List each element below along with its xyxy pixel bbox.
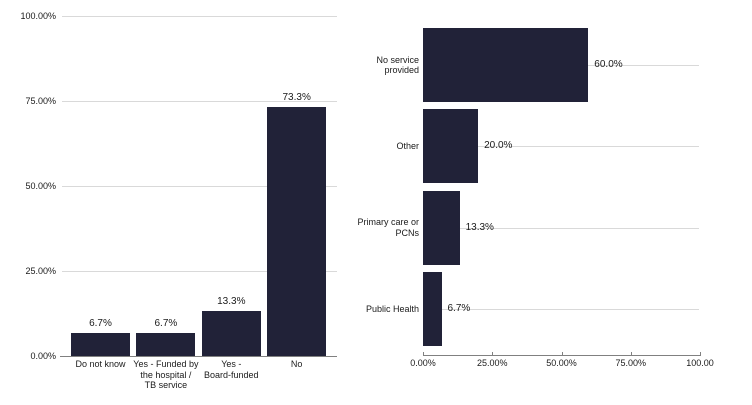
x-axis-category-label: No (290, 359, 303, 369)
bar-value-label: 13.3% (465, 221, 494, 233)
x-axis-tick (423, 352, 424, 356)
y-axis-tick-label: 50.00% (25, 181, 56, 191)
bar-value-label: 6.7% (447, 302, 471, 314)
y-axis-tick-label: 25.00% (25, 266, 56, 276)
y-gridline (62, 16, 337, 17)
category-gridline (423, 146, 699, 148)
y-axis-category-label: Other (396, 141, 419, 152)
x-axis-category-label: Yes - Board-funded (204, 359, 259, 380)
x-axis-line (60, 356, 337, 357)
x-axis-tick-label: 25.00% (477, 358, 508, 368)
bar (423, 190, 460, 265)
vertical-bar-chart: 100.00% 75.00% 50.00% 25.00% 0.00% 6.7% Do not… (20, 11, 337, 390)
y-gridline (62, 271, 337, 272)
x-axis-tick-label: 0.00% (410, 358, 436, 368)
y-axis-tick-label: 75.00% (25, 96, 56, 106)
y-axis-category-label: No service provided (376, 54, 419, 76)
x-axis-category-label: Yes - Funded by the hospital / TB servic… (133, 359, 199, 390)
x-axis-tick-label: 100.00 (686, 358, 714, 368)
bar (423, 109, 479, 184)
x-axis-tick (561, 352, 563, 356)
x-axis-tick (492, 352, 494, 356)
bar-value-label: 13.3% (217, 295, 246, 307)
x-axis-tick (700, 352, 701, 356)
y-axis-tick-label: 0.00% (30, 351, 56, 361)
x-axis-tick-label: 50.00% (546, 358, 577, 368)
bar-value-label: 20.0% (484, 140, 513, 152)
horizontal-bar-chart: 60.0% No service provided 20.0% Other 13.3% P… (357, 0, 752, 405)
bar (267, 106, 327, 356)
x-axis-tick-label: 75.00% (615, 358, 647, 368)
bar (201, 310, 261, 356)
bar (136, 333, 196, 356)
x-axis-category-label: Do not know (75, 359, 126, 369)
y-axis-category-label: Public Health (365, 303, 419, 314)
bar (71, 333, 130, 356)
bar-value-label: 6.7% (89, 318, 112, 330)
bar-value-label: 6.7% (154, 318, 178, 330)
category-gridline (423, 227, 699, 229)
bar-value-label: 73.3% (282, 91, 311, 103)
category-gridline (423, 308, 699, 310)
bar-value-label: 60.0% (594, 59, 623, 70)
bar (423, 28, 589, 102)
y-axis-tick-label: 100.00% (20, 11, 56, 21)
y-gridline (62, 186, 337, 187)
bar (423, 271, 442, 346)
x-axis-tick (630, 352, 632, 356)
y-gridline (62, 101, 337, 102)
y-axis-category-label: Primary care or PCNs (357, 217, 419, 238)
